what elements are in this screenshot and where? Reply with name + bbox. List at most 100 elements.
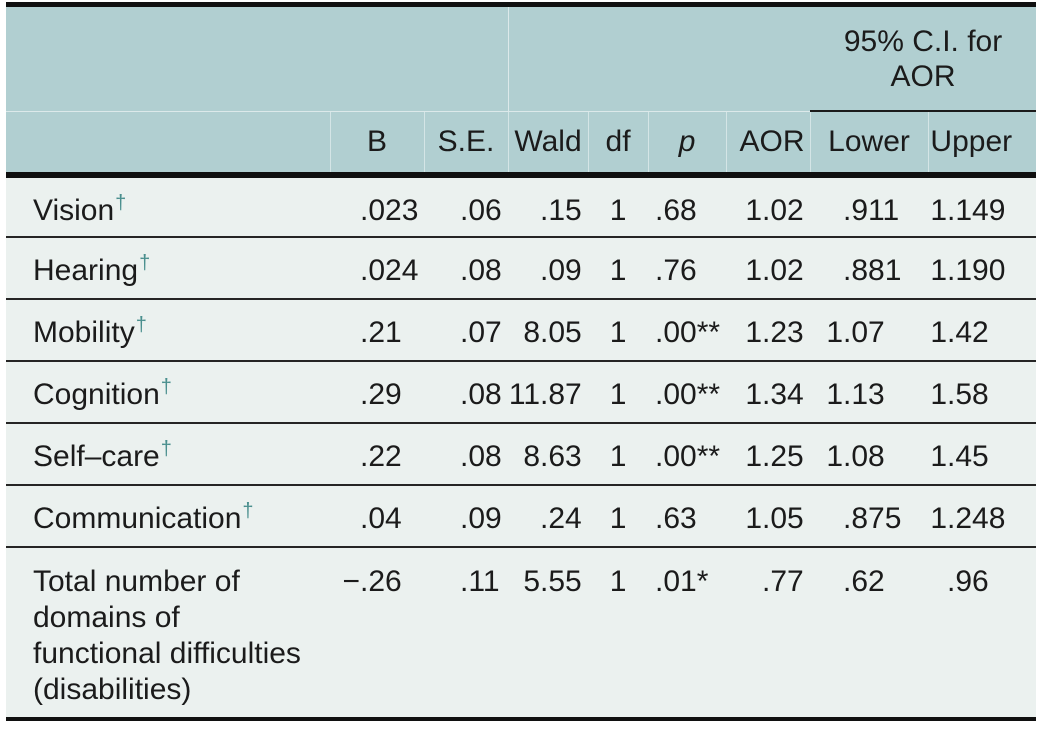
cell-ci-lower: .62 [810,547,929,721]
cell-ci-lower: .881 [810,237,929,300]
int-part [648,315,655,351]
column-header-row: B S.E. Wald df p AOR Lower Upper [6,110,1037,178]
dagger-footnote-marker: † [160,376,172,398]
column-header-wald: Wald [507,110,589,178]
row-label-cell: Hearing† [6,237,330,300]
frac-part: .08 [460,378,502,411]
int-part [810,253,843,289]
cell-ci-upper: .96 [928,547,1037,721]
cell-ci-upper: 1.190 [928,237,1037,300]
cell-wald: 5.55 [508,547,589,721]
cell-wald: .15 [508,175,589,238]
cell-aor: 1.34 [726,361,811,424]
row-label: Mobility [33,316,135,349]
int-part [424,253,460,289]
frac-part: .34 [762,378,804,411]
int-part [424,377,460,413]
int-part: 1 [745,440,763,473]
cell-ci-lower: .911 [810,175,929,238]
row-label-cell: Total number of domains of functional di… [6,547,330,721]
frac-part: .21 [360,316,402,349]
spanner-header-row: 95% C.I. for AOR [6,4,1037,112]
int-part [726,564,762,600]
frac-part: .96 [947,565,989,598]
column-header-b: B [329,110,424,178]
frac-part: .09 [460,502,502,535]
cell-df: 1 [588,485,649,548]
frac-part: .190 [947,254,1006,287]
frac-part: .04 [360,502,402,535]
frac-part: .55 [540,565,582,598]
frac-part: .00** [655,316,721,349]
frac-part: .25 [762,440,804,473]
frac-part: .63 [655,502,697,535]
int-part [330,193,360,229]
column-header-upper: Upper [927,110,1037,178]
ci-spanner-label: 95% C.I. for AOR [843,24,1003,93]
int-part: 1 [826,440,844,473]
cell-se: .09 [424,485,509,548]
cell-df: 1 [588,547,649,721]
cell-df: 1 [588,237,649,300]
int-part [810,193,843,229]
int-part [330,377,360,413]
cell-p: .01* [648,547,727,721]
dagger-footnote-marker: † [139,252,151,274]
int-part: 1 [745,502,763,535]
int-part: 5 [523,565,541,598]
frac-part: .02 [762,194,804,227]
spanner-empty-left [6,4,509,111]
cell-aor: 1.05 [726,485,811,548]
cell-p: .76 [648,237,727,300]
frac-part: .07 [843,316,885,349]
frac-part: .08 [460,254,502,287]
row-label-cell: Communication† [6,485,330,548]
int-part [508,253,540,289]
cell-aor: 1.25 [726,423,811,486]
row-label: Hearing [33,254,139,287]
table-row-vision: Vision† .023 .06 .15 1 .68 1.02 .911 1.1… [6,175,1037,238]
int-part [424,439,460,475]
cell-se: .08 [424,361,509,424]
frac-part: .45 [947,440,989,473]
dagger-footnote-marker: † [242,500,254,522]
table-row-communication: Communication† .04 .09 .24 1 .63 1.05 .8… [6,485,1037,548]
row-label-cell: Vision† [6,175,330,238]
frac-part: .24 [540,502,582,535]
frac-part: .77 [762,565,804,598]
cell-ci-lower: .875 [810,485,929,548]
cell-se: .08 [424,237,509,300]
column-header-df: df [587,110,649,178]
cell-ci-lower: 1.13 [810,361,929,424]
table-row-cognition: Cognition† .29 .08 11.87 1 .00** 1.34 1.… [6,361,1037,424]
cell-df: 1 [588,361,649,424]
frac-part: .11 [460,565,500,598]
frac-part: .05 [540,316,582,349]
cell-wald: .24 [508,485,589,548]
frac-part: .024 [360,254,419,287]
spanner-empty-mid [507,4,811,111]
frac-part: .08 [460,440,502,473]
dagger-footnote-marker: † [160,438,172,460]
int-part [330,439,360,475]
dagger-footnote-marker: † [135,314,147,336]
int-part [810,501,843,537]
int-part [648,501,655,537]
int-part: 1 [826,378,844,411]
cell-se: .06 [424,175,509,238]
frac-part: .149 [947,194,1006,227]
cell-df: 1 [588,299,649,362]
cell-se: .08 [424,423,509,486]
frac-part: .42 [947,316,989,349]
int-part [330,315,360,351]
cell-se: .07 [424,299,509,362]
frac-part: .26 [360,565,402,598]
frac-part: .63 [540,440,582,473]
int-part: 1 [745,194,763,227]
cell-wald: .09 [508,237,589,300]
logistic-regression-results-table: 95% C.I. for AOR B S.E. Wald df p AOR Lo… [6,2,1037,721]
frac-part: .00** [655,440,721,473]
int-part: 1 [930,440,948,473]
column-header-p: p [647,110,727,178]
frac-part: .62 [843,565,885,598]
